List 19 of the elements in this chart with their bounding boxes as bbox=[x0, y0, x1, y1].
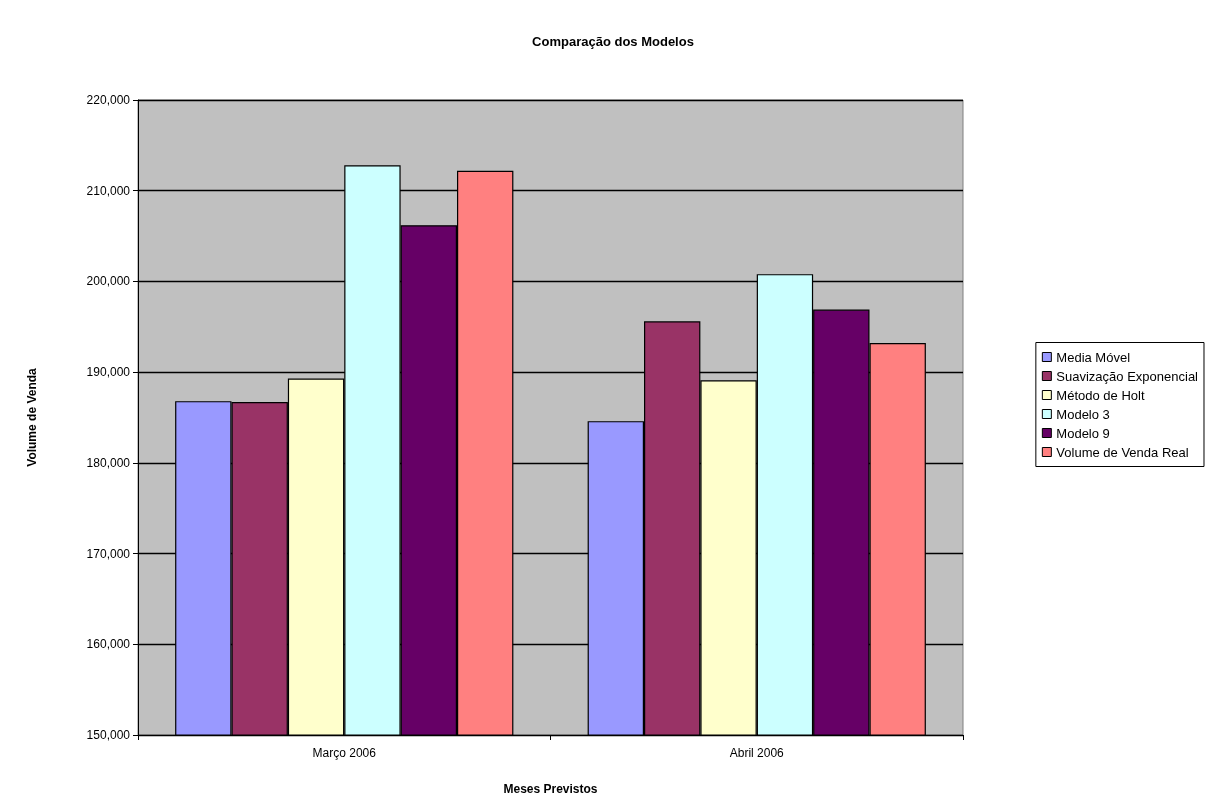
legend-label: Media Móvel bbox=[1056, 349, 1131, 365]
legend-label: Suavização Exponencial bbox=[1056, 368, 1199, 384]
y-axis-title: Volume de Venda bbox=[25, 367, 39, 467]
y-tick-label: 160,000 bbox=[86, 637, 131, 652]
y-tick-label: 200,000 bbox=[86, 274, 131, 289]
x-tick-label: Abril 2006 bbox=[729, 746, 785, 760]
legend-label: Modelo 9 bbox=[1056, 425, 1110, 441]
y-tick-label: 150,000 bbox=[86, 728, 131, 742]
chart-title: Comparação dos Modelos bbox=[532, 34, 694, 49]
x-tick-label: Março 2006 bbox=[312, 746, 377, 760]
y-tick-label: 210,000 bbox=[86, 183, 131, 198]
x-axis-title: Meses Previstos bbox=[503, 782, 598, 796]
legend-label: Volume de Venda Real bbox=[1056, 444, 1189, 460]
legend-label: Método de Holt bbox=[1056, 387, 1145, 403]
y-tick-label: 180,000 bbox=[86, 455, 131, 470]
y-tick-label: 220,000 bbox=[86, 93, 131, 107]
y-tick-label: 170,000 bbox=[86, 546, 131, 561]
legend-label: Modelo 3 bbox=[1056, 406, 1110, 422]
y-tick-label: 190,000 bbox=[86, 365, 131, 380]
